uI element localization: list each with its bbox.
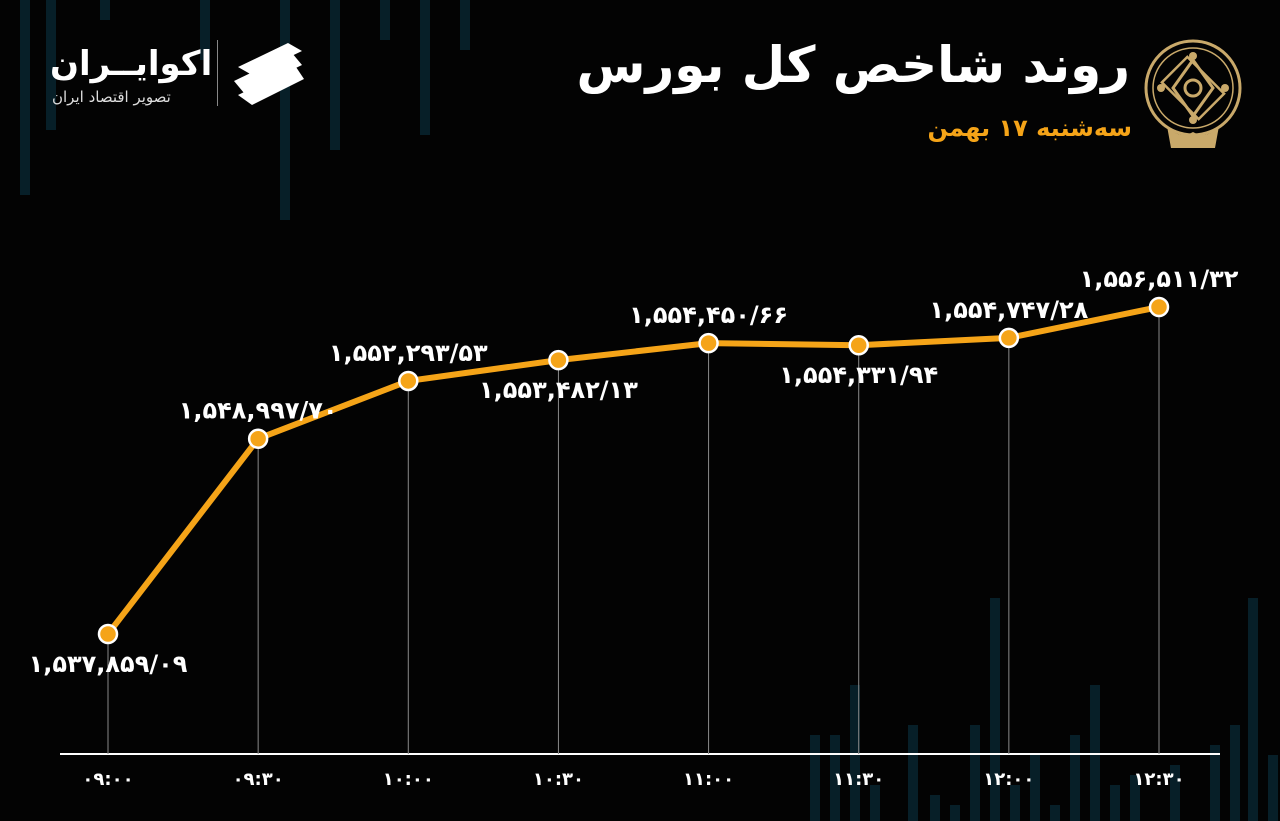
background-decor-bars xyxy=(20,0,1278,821)
data-point xyxy=(998,327,1020,349)
decor-bar xyxy=(930,795,940,821)
x-tick-label: ۱۰:۰۰ xyxy=(383,769,434,790)
decor-bar xyxy=(460,0,470,50)
decor-bar xyxy=(1010,785,1020,821)
x-tick-label: ۱۲:۳۰ xyxy=(1133,769,1184,790)
decor-bar xyxy=(420,0,430,135)
date-subtitle: سه‌شنبه ۱۷ بهمن xyxy=(927,114,1132,142)
x-tick-label: ۱۱:۳۰ xyxy=(833,769,884,790)
data-point xyxy=(848,334,869,356)
decor-bar xyxy=(830,735,840,821)
decor-bar xyxy=(100,0,110,20)
x-tick-label: ۱۲:۰۰ xyxy=(983,769,1034,790)
decor-bar xyxy=(870,785,880,821)
series-line xyxy=(105,304,1162,637)
data-point xyxy=(247,428,269,449)
decor-bar xyxy=(990,598,1000,821)
x-tick-label: ۱۱:۰۰ xyxy=(683,769,734,790)
x-tick-label: ۰۹:۰۰ xyxy=(82,769,133,790)
decor-bar xyxy=(908,725,918,821)
decor-bar xyxy=(1030,755,1040,821)
decor-bar xyxy=(970,725,980,821)
decor-bar xyxy=(1130,775,1140,821)
x-tick-labels: ۰۹:۰۰ ۰۹:۳۰ ۱۰:۰۰ ۱۰:۳۰ ۱۱:۰۰ ۱۱:۳۰ ۱۲:۰۰ ۱۲:۳۰ xyxy=(82,769,1184,790)
data-point xyxy=(1148,296,1170,318)
decor-bar xyxy=(1268,755,1278,821)
decor-bar xyxy=(950,805,960,821)
data-point xyxy=(97,623,119,645)
data-point xyxy=(548,349,569,371)
data-label: ۱,۵۵۴,۳۳۱/۹۴ xyxy=(779,361,938,389)
decor-bar xyxy=(380,0,390,40)
decor-bar xyxy=(1070,735,1080,821)
decor-bar xyxy=(330,0,340,150)
decor-bar xyxy=(46,0,56,130)
x-tick-label: ۰۹:۳۰ xyxy=(233,769,284,790)
decor-bar xyxy=(280,0,290,220)
data-label: ۱,۵۵۲,۲۹۳/۵۳ xyxy=(329,339,488,367)
decor-bar xyxy=(1230,725,1240,821)
data-labels: ۱,۵۳۷,۸۵۹/۰۹ ۱,۵۴۸,۹۹۷/۷۰ ۱,۵۵۲,۲۹۳/۵۳ ۱,۵۵… xyxy=(29,265,1239,678)
decor-bar xyxy=(1050,805,1060,821)
data-label: ۱,۵۵۴,۷۴۷/۲۸ xyxy=(929,296,1088,324)
brand-logo-icon xyxy=(234,43,304,105)
decor-bar xyxy=(20,0,30,195)
data-label: ۱,۵۴۸,۹۹۷/۷۰ xyxy=(179,397,338,425)
data-point xyxy=(698,332,719,354)
page-title: روند شاخص کل بورس xyxy=(576,36,1130,94)
brand-divider xyxy=(217,40,218,106)
decor-bar xyxy=(1210,745,1220,821)
decor-bar xyxy=(200,0,210,60)
brand-name: اکوایــران xyxy=(50,44,213,84)
decor-bar xyxy=(1170,765,1180,821)
brand-tagline: تصویر اقتصاد ایران xyxy=(52,88,171,106)
data-points xyxy=(97,296,1170,645)
x-tick-label: ۱۰:۳۰ xyxy=(533,769,584,790)
data-label: ۱,۵۵۴,۴۵۰/۶۶ xyxy=(629,301,788,329)
decor-bar xyxy=(1248,598,1258,821)
data-label: ۱,۵۵۳,۴۸۲/۱۳ xyxy=(479,376,638,404)
exchange-logo xyxy=(1144,39,1242,148)
data-label: ۱,۵۵۶,۵۱۱/۳۲ xyxy=(1080,265,1239,293)
decor-bar xyxy=(810,735,820,821)
drop-lines xyxy=(107,307,1160,754)
data-label: ۱,۵۳۷,۸۵۹/۰۹ xyxy=(29,650,188,678)
data-point xyxy=(398,370,419,392)
decor-bar xyxy=(1110,785,1120,821)
